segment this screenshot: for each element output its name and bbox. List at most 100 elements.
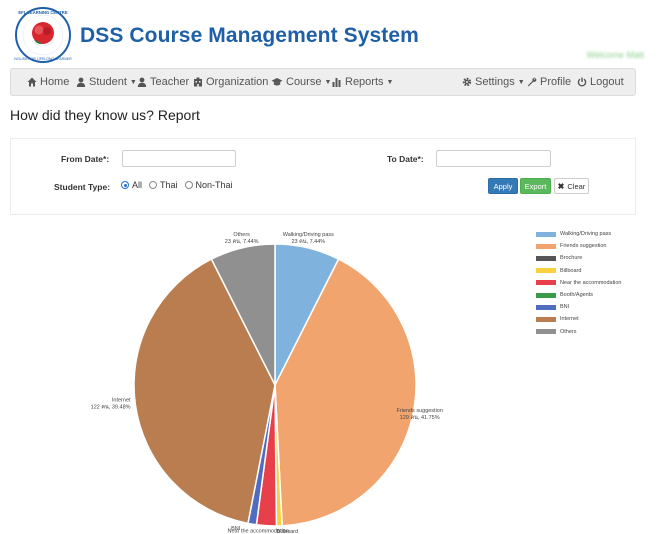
radio-thai-label: Thai bbox=[160, 180, 178, 190]
main-navbar: Home Student ▼ Teacher Organization Cours… bbox=[10, 68, 636, 96]
svg-text:EFL LEARNING CENTRE: EFL LEARNING CENTRE bbox=[18, 10, 67, 15]
legend-item-booth-agents[interactable]: Booth/Agents bbox=[536, 289, 621, 301]
graduation-cap-icon bbox=[271, 78, 283, 86]
legend-item-internet[interactable]: Internet bbox=[536, 313, 621, 325]
efl-logo[interactable]: EFL LEARNING CENTRE ENGLISH FOR LIFELONG… bbox=[14, 6, 72, 64]
slice-value-internet: 122 คน, 39.48% bbox=[91, 405, 131, 411]
radio-non-thai[interactable] bbox=[184, 181, 193, 189]
filter-panel: From Date*: To Date*: Student Type: All … bbox=[10, 138, 636, 215]
svg-text:ENGLISH FOR LIFELONG LEARNERS: ENGLISH FOR LIFELONG LEARNERS bbox=[14, 57, 72, 61]
radio-thai[interactable] bbox=[149, 181, 158, 189]
nav-logout[interactable]: Logout bbox=[577, 76, 624, 88]
page-title: How did they know us? Report bbox=[10, 107, 200, 123]
pie-slice-internet[interactable] bbox=[133, 258, 276, 525]
nav-home[interactable]: Home bbox=[27, 76, 69, 88]
legend-swatch bbox=[536, 329, 556, 335]
chevron-down-icon: ▼ bbox=[324, 78, 332, 86]
nav-student-label: Student bbox=[89, 76, 127, 88]
organization-icon bbox=[194, 77, 202, 87]
slice-label-others: Others bbox=[233, 232, 250, 238]
nav-settings-label: Settings bbox=[475, 76, 515, 88]
chevron-down-icon: ▼ bbox=[386, 78, 394, 86]
to-date-label: To Date*: bbox=[387, 154, 424, 164]
nav-course-label: Course bbox=[286, 76, 322, 88]
clear-button[interactable]: ✖ Clear bbox=[554, 178, 589, 194]
slice-label-friends-suggestion: Friends suggestion bbox=[396, 408, 442, 414]
nav-course[interactable]: Course ▼ bbox=[271, 76, 331, 88]
slice-value-friends-suggestion: 129 คน, 41.75% bbox=[400, 415, 440, 421]
student-type-radio-group: All Thai Non-Thai bbox=[121, 180, 240, 190]
slice-label-internet: Internet bbox=[112, 398, 131, 404]
legend-label: Friends suggestion bbox=[560, 243, 607, 250]
app-title: DSS Course Management System bbox=[80, 24, 419, 47]
pie-slice-others[interactable] bbox=[210, 243, 276, 386]
legend-item-near-the-accommodation[interactable]: Near the accommodation bbox=[536, 277, 621, 289]
home-icon bbox=[27, 77, 37, 87]
nav-student[interactable]: Student ▼ bbox=[76, 76, 137, 88]
welcome-text[interactable]: Welcome Matt bbox=[586, 50, 644, 60]
legend-label: Booth/Agents bbox=[560, 292, 594, 299]
nav-home-label: Home bbox=[40, 76, 70, 88]
legend-label: Walking/Driving pass bbox=[560, 231, 612, 238]
from-date-label: From Date*: bbox=[61, 154, 110, 164]
chart-legend: Walking/Driving pass Friends suggestion Br… bbox=[536, 228, 621, 338]
legend-item-friends-suggestion[interactable]: Friends suggestion bbox=[536, 240, 621, 252]
nav-teacher-label: Teacher bbox=[150, 76, 190, 88]
slice-value-walking-driving-pass: 23 คน, 7.44% bbox=[291, 239, 325, 245]
clear-button-label: Clear bbox=[567, 181, 586, 191]
legend-item-billboard[interactable]: Billboard bbox=[536, 265, 621, 277]
legend-swatch bbox=[536, 280, 556, 286]
slice-value-others: 23 คน, 7.44% bbox=[225, 239, 259, 245]
pie-slice-friends-suggestion[interactable] bbox=[274, 258, 417, 527]
user-icon bbox=[76, 77, 86, 87]
legend-label: Near the accommodation bbox=[560, 279, 622, 286]
nav-reports[interactable]: Reports ▼ bbox=[332, 76, 393, 88]
legend-swatch bbox=[536, 268, 556, 274]
legend-swatch bbox=[536, 316, 556, 322]
legend-swatch bbox=[536, 255, 556, 261]
chevron-down-icon: ▼ bbox=[517, 78, 525, 86]
radio-all[interactable] bbox=[121, 181, 129, 189]
nav-reports-label: Reports bbox=[345, 76, 384, 88]
student-type-label: Student Type: bbox=[54, 182, 111, 192]
slice-label-billboard: Billboard bbox=[277, 529, 298, 534]
legend-label: Internet bbox=[560, 316, 579, 323]
legend-item-others[interactable]: Others bbox=[536, 326, 621, 338]
radio-all-label: All bbox=[132, 180, 143, 190]
legend-label: Others bbox=[560, 328, 577, 335]
apply-button[interactable]: Apply bbox=[488, 178, 518, 194]
legend-label: Brochure bbox=[560, 255, 583, 262]
bar-chart-icon bbox=[332, 78, 341, 87]
from-date-input[interactable] bbox=[122, 150, 236, 167]
legend-label: Billboard bbox=[560, 267, 582, 274]
to-date-input[interactable] bbox=[436, 150, 551, 167]
user-icon bbox=[137, 77, 147, 87]
nav-teacher[interactable]: Teacher bbox=[137, 76, 189, 88]
legend-item-walking-driving-pass[interactable]: Walking/Driving pass bbox=[536, 228, 621, 240]
wrench-icon bbox=[527, 77, 537, 87]
legend-label: BNI bbox=[560, 304, 570, 311]
slice-label-walking-driving-pass: Walking/Driving pass bbox=[283, 232, 334, 238]
export-button[interactable]: Export bbox=[520, 178, 551, 194]
nav-profile[interactable]: Profile bbox=[527, 76, 571, 88]
slice-label-near-the-accommodation: Near the accommodation bbox=[228, 529, 289, 534]
nav-logout-label: Logout bbox=[590, 76, 624, 88]
nav-profile-label: Profile bbox=[540, 76, 572, 88]
legend-swatch bbox=[536, 231, 556, 237]
nav-organization[interactable]: Organization bbox=[193, 76, 268, 88]
chevron-down-icon: ▼ bbox=[129, 78, 137, 86]
legend-item-bni[interactable]: BNI bbox=[536, 301, 621, 313]
gear-icon bbox=[462, 77, 472, 87]
close-icon: ✖ bbox=[557, 181, 565, 191]
power-icon bbox=[577, 77, 587, 87]
nav-organization-label: Organization bbox=[206, 76, 269, 88]
slice-label-bni: BNI bbox=[231, 526, 241, 532]
legend-swatch bbox=[536, 243, 556, 249]
legend-swatch bbox=[536, 292, 556, 298]
legend-swatch bbox=[536, 304, 556, 310]
radio-non-thai-label: Non-Thai bbox=[195, 180, 233, 190]
legend-item-brochure[interactable]: Brochure bbox=[536, 252, 621, 264]
nav-settings[interactable]: Settings ▼ bbox=[462, 76, 525, 88]
app-header: EFL LEARNING CENTRE ENGLISH FOR LIFELONG… bbox=[0, 0, 660, 66]
